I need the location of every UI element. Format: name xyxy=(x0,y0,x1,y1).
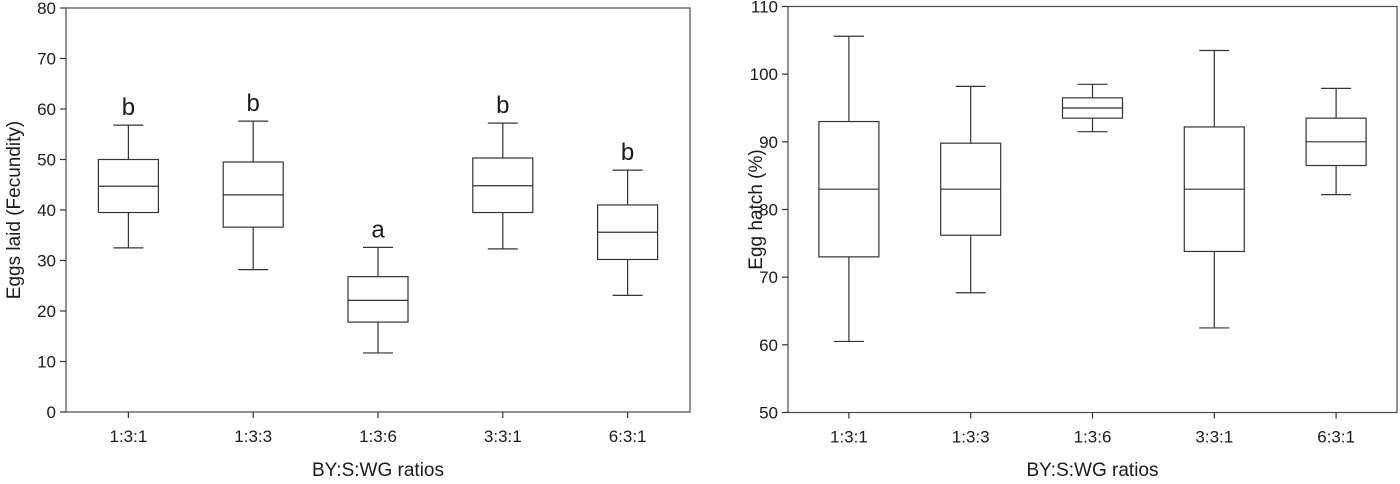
significance-letter: b xyxy=(621,139,634,166)
x-axis-title: BY:S:WG ratios xyxy=(312,460,444,481)
x-axis-title: BY:S:WG ratios xyxy=(1027,460,1159,481)
y-tick-label: 80 xyxy=(37,0,56,18)
x-tick-label: 1:3:3 xyxy=(952,428,990,447)
box-1-3-3 xyxy=(940,85,1002,294)
y-tick-label: 50 xyxy=(759,404,778,423)
x-tick-label: 1:3:6 xyxy=(1074,428,1112,447)
y-tick-label: 60 xyxy=(759,336,778,355)
box-1-3-1 xyxy=(818,35,880,343)
box-1-3-6: a xyxy=(347,216,409,354)
box-1-3-1: b xyxy=(97,94,160,249)
y-tick-label: 110 xyxy=(751,0,778,17)
y-tick-label: 40 xyxy=(37,201,56,220)
x-tick-label: 1:3:1 xyxy=(830,428,868,447)
significance-letter: b xyxy=(122,94,135,121)
x-tick-label: 1:3:1 xyxy=(109,427,147,446)
box-3-3-1: b xyxy=(472,92,534,250)
x-tick-label: 3:3:1 xyxy=(1195,428,1233,447)
y-tick-label: 0 xyxy=(47,403,56,422)
box-3-3-1 xyxy=(1183,49,1245,329)
interquartile-box xyxy=(347,276,409,323)
y-tick-label: 50 xyxy=(37,151,56,170)
y-tick-label: 70 xyxy=(759,268,778,287)
egg-hatch-box-plot: 50 60 70 80 90 100 110 1:3:1 1:3:3 1:3:6 3:3:1 6:3:… xyxy=(746,0,1398,481)
x-tick-label: 6:3:1 xyxy=(609,427,647,446)
y-tick-label: 20 xyxy=(37,302,56,321)
significance-letter: b xyxy=(496,92,509,119)
y-tick-label: 10 xyxy=(37,353,56,372)
y-axis-title: Egg hatch (%) xyxy=(746,149,767,269)
x-tick-label: 1:3:3 xyxy=(234,427,272,446)
box-1-3-3: b xyxy=(222,90,284,271)
box-6-3-1: b xyxy=(596,139,659,296)
y-tick-label: 100 xyxy=(750,65,778,84)
box-6-3-1 xyxy=(1305,87,1367,196)
x-tick-label: 6:3:1 xyxy=(1317,428,1355,447)
y-tick-label: 80 xyxy=(759,201,778,220)
box-1-3-6 xyxy=(1061,83,1124,133)
y-tick-label: 90 xyxy=(759,133,778,152)
y-axis-title: Eggs laid (Fecundity) xyxy=(4,121,25,299)
significance-letter: a xyxy=(371,216,385,243)
x-tick-label: 1:3:6 xyxy=(359,427,397,446)
significance-letter: b xyxy=(247,90,260,117)
y-tick-label: 70 xyxy=(37,50,56,69)
fecundity-box-plot: 0 10 20 30 40 50 60 70 80 1:3:1 1:3:3 1:3:6 3:3:1 6:3… xyxy=(4,0,691,481)
y-tick-label: 30 xyxy=(37,252,56,271)
y-tick-label: 60 xyxy=(37,100,56,119)
x-tick-label: 3:3:1 xyxy=(484,427,522,446)
